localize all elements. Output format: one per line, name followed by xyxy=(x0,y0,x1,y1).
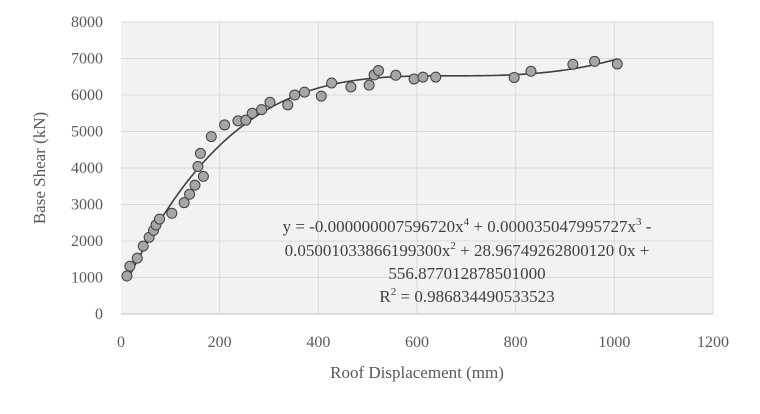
data-point xyxy=(264,96,276,108)
y-tick-label: 6000 xyxy=(71,87,103,104)
data-point xyxy=(137,240,149,252)
data-point xyxy=(417,71,429,83)
data-point xyxy=(390,69,402,81)
equation-line-3: 556.877012878501000 xyxy=(388,264,545,283)
data-point xyxy=(240,114,252,126)
y-tick-label: 4000 xyxy=(71,160,103,177)
data-point xyxy=(373,65,385,77)
trendline-equation: y = -0.000000007596720x4 + 0.00003504799… xyxy=(283,216,652,306)
data-point xyxy=(192,161,204,173)
data-point xyxy=(289,89,301,101)
data-point xyxy=(256,104,268,116)
y-tick-label: 7000 xyxy=(71,51,103,68)
y-tick-label: 5000 xyxy=(71,124,103,141)
data-point xyxy=(178,197,190,209)
x-axis-title: Roof Displacement (mm) xyxy=(330,363,504,382)
data-point xyxy=(166,207,178,219)
data-point xyxy=(197,170,209,182)
data-point xyxy=(194,147,206,159)
data-point xyxy=(124,260,136,272)
data-point xyxy=(205,131,217,143)
data-point xyxy=(326,77,338,89)
y-tick-label: 1000 xyxy=(71,270,103,287)
data-points xyxy=(121,55,623,282)
y-tick-label: 0 xyxy=(95,306,103,323)
r-squared-label: R2 = 0.986834490533523 xyxy=(379,286,554,306)
data-point xyxy=(508,71,520,83)
data-point xyxy=(430,71,442,83)
x-tick-label: 1200 xyxy=(697,334,729,351)
x-tick-label: 1000 xyxy=(598,334,630,351)
grid-lines xyxy=(121,21,714,315)
equation-line-2: 0.05001033866199300x2 + 28.9674926280012… xyxy=(285,240,650,260)
data-point xyxy=(363,79,375,91)
data-point xyxy=(315,90,327,102)
data-point xyxy=(589,55,601,67)
x-tick-label: 200 xyxy=(208,334,232,351)
y-tick-label: 2000 xyxy=(71,233,103,250)
data-point xyxy=(282,99,294,111)
tick-labels: 0 1000 2000 3000 4000 5000 6000 7000 8000 0 200 400… xyxy=(71,14,729,351)
data-point xyxy=(611,58,623,70)
data-point xyxy=(525,65,537,77)
data-point xyxy=(153,213,165,225)
data-point xyxy=(246,107,258,119)
y-tick-label: 8000 xyxy=(71,14,103,31)
x-tick-label: 400 xyxy=(306,334,330,351)
x-tick-label: 800 xyxy=(504,334,528,351)
x-tick-label: 0 xyxy=(117,334,125,351)
data-point xyxy=(131,252,143,264)
y-axis-title: Base Shear (kN) xyxy=(30,112,49,224)
data-point xyxy=(567,58,579,70)
data-point xyxy=(184,188,196,200)
data-point xyxy=(299,86,311,98)
equation-line-1: y = -0.000000007596720x4 + 0.00003504799… xyxy=(283,216,652,236)
data-point xyxy=(408,73,420,85)
data-point xyxy=(189,179,201,191)
x-tick-label: 600 xyxy=(405,334,429,351)
y-tick-label: 3000 xyxy=(71,197,103,214)
data-point xyxy=(345,81,357,93)
data-point xyxy=(219,119,231,131)
data-point xyxy=(121,270,133,282)
